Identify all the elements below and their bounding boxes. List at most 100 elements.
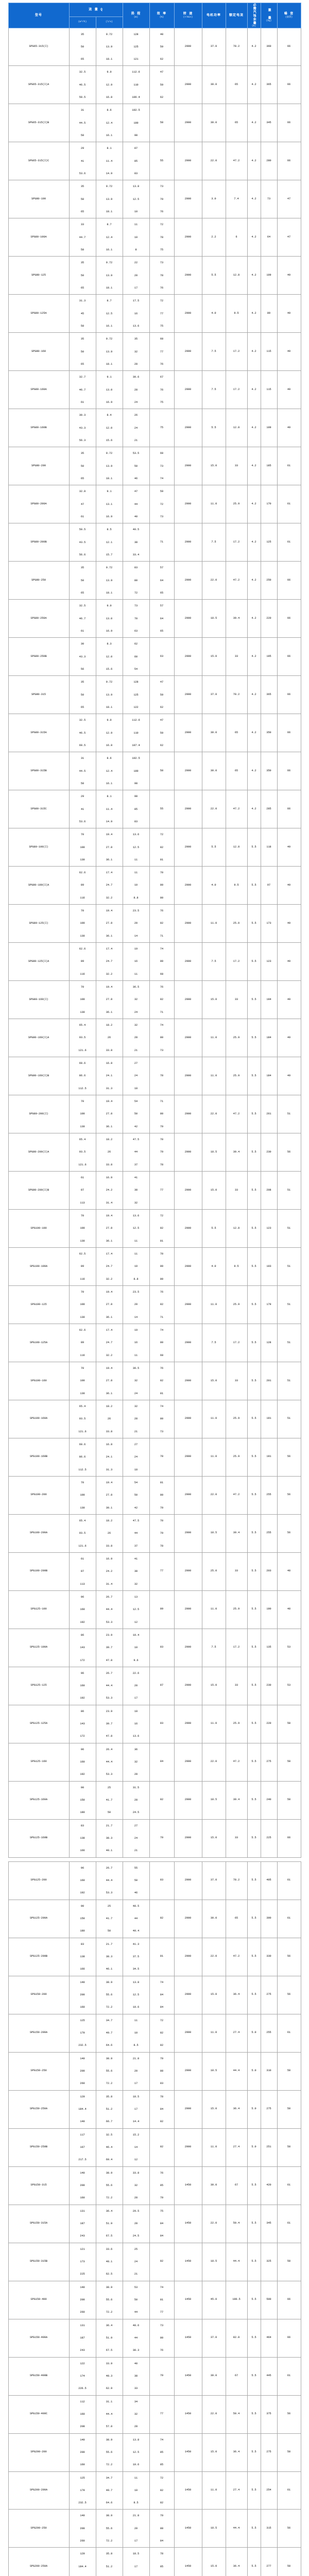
efficiency-line: 57 [160, 604, 164, 608]
table-row[interactable]: SPG100-200B 61 87 113 16.9 24.2 31.4 41 38 32 77 29… [8, 1552, 301, 1591]
efficiency-line: 82 [160, 998, 164, 1002]
cell-flow-ls: 19.4 27.8 36.1 [95, 1285, 123, 1324]
cell-speed: 2900 [174, 1133, 202, 1172]
table-row[interactable]: SPG100-125A 62.6 89 116 17.4 24.7 32.2 19 16 11 74… [8, 1323, 301, 1362]
table-row[interactable]: SPG80-160A 32.7 46.7 61 9.1 13.0 16.9 30.6 28 24 6… [8, 370, 301, 410]
table-row[interactable]: SPG125-100 96 160 192 26.7 44.4 53.3 13 12.5 12 89… [8, 1590, 301, 1629]
table-row[interactable]: SPG150-200A 125 179 232.5 34.7 49.7 64.6 11 10 8.… [8, 2013, 301, 2053]
table-row[interactable]: SPG200-250A129184.424035.851.266.718.517… [8, 2547, 301, 2576]
flow-ls-line: 38.9 [106, 2057, 113, 2060]
table-row[interactable]: SPG80-100(I)A 62.6 89 116 17.4 24.7 32.2 11 10 8.… [8, 866, 301, 905]
table-row[interactable]: SPG80-315B 31 44.5 58 8.6 12.4 16.1 102.5 100 98 5… [8, 752, 301, 791]
table-row[interactable]: SPG80-200A 32.8 47 61 9.1 13.1 16.9 47 44 40 59 72 7… [8, 485, 301, 524]
table-row[interactable]: SPG80-125A 31.3 45 58 8.7 12.5 16.1 17.5 16 13.6 7… [8, 294, 301, 333]
table-row[interactable]: SPG80-250 35 50 65 9.72 13.9 18.1 83 80 72 57 64 65 2… [8, 561, 301, 600]
table-row[interactable]: SPG125-125A 86 143 172 23.9 39.7 47.8 18 16 13.6 8… [8, 1704, 301, 1743]
table-row[interactable]: SPG80-160B 30.3 43.3 56.3 8.4 12.0 15.6 26 24 21 7… [8, 409, 301, 448]
table-row[interactable]: SPG125-160B 83 138 166 21.7 38.3 40.1 27 24 21 79 2… [8, 1819, 301, 1858]
cell-efficiency: 67 76 75 [149, 370, 175, 410]
table-row[interactable]: SPG100-160B 60.6 86.6 112.5 16.8 24.1 31.3 27 24… [8, 1437, 301, 1477]
table-row[interactable]: SPG80-200B 50.5 43.5 56.6 8.5 12.1 15.7 40.5 38 3… [8, 523, 301, 562]
table-row[interactable]: SPG200-250 140 200 260 38.9 55.6 72.2 21.8 20 17 7… [8, 2509, 301, 2548]
table-row[interactable]: SPG80-160(I)B 60.6 86.6 112.5 16.8 24.1 31.3 27… [8, 1057, 301, 1096]
table-row[interactable]: SPG80-100 35 50 65 9.72 13.9 18.1 13.8 12.5 10 73 7… [8, 180, 301, 219]
table-row[interactable]: SPG100-100 70 100 130 19.4 27.8 36.1 13.6 12.5 11… [8, 1209, 301, 1248]
table-row[interactable]: SPG80-100(I) 70 100 130 19.4 27.8 36.1 13.6 12.5… [8, 828, 301, 867]
flow-ls-line: 39.7 [106, 1646, 113, 1650]
table-row[interactable]: SPG200-200 140 200 160 38.9 55.6 72.2 13.8 12.5 1… [8, 2433, 301, 2472]
cell-flow-m3h: 62.6 89 116 [68, 1323, 96, 1362]
table-row[interactable]: SPG80-160 35 50 65 9.72 13.9 18.1 35 32 28 68 77 76 2… [8, 332, 301, 371]
table-row[interactable]: SPG100-200A 65.4 93.5 121.6 18.2 26 33.8 47.5 44… [8, 1514, 301, 1553]
table-row[interactable]: SPG125-160A 90 150 180 25 41.7 50 31.5 28 24.5 82 2… [8, 1781, 301, 1820]
efficiency-line: 64 [160, 617, 164, 620]
flow-ls-line: 49.7 [106, 2031, 113, 2035]
flow-m3h-line: 260 [80, 2539, 85, 2543]
table-row[interactable]: SPG80-250A 32.5 46.7 61 9.0 13.0 16.9 73 70 63 57 6… [8, 599, 301, 638]
table-row[interactable]: SPG80-315C 29 41 53.6 8.1 11.4 14.9 98 85 83 55 290… [8, 790, 301, 829]
efficiency-line: 68 [160, 972, 164, 976]
flow-m3h-line: 174 [80, 2374, 85, 2378]
table-row[interactable]: SPG125-200 96 160 192 26.7 44.4 53.3 55 50 46 83 29… [8, 1861, 301, 1900]
efficiency-value: 82 [160, 1798, 164, 1802]
cell-efficiency: 74 81 77 [149, 2280, 175, 2319]
table-row[interactable]: SPG80-250B 30 43.3 56 8.3 12.0 15.6 62 60 54 63 290… [8, 637, 301, 676]
table-row[interactable]: SPG80-125(I)A 62.6 89 116 17.4 24.7 32.2 19 16 11… [8, 942, 301, 981]
table-row[interactable]: SPG150-400 140 200 260 38.9 55.6 72.2 53 50 44 74 8… [8, 2280, 301, 2319]
table-row[interactable]: SPG100-160A 65.4 93.5 121.6 18.2 26 33.8 32 28 21… [8, 1399, 301, 1438]
cell-rated-current: 6 [225, 218, 248, 257]
efficiency-line: 76 [160, 286, 164, 290]
table-row[interactable]: SPG80-100A 33 44.7 58 8.7 12.4 16.1 11 10 8 72 78 75… [8, 218, 301, 257]
flow-ls-line: 38.9 [106, 2285, 113, 2289]
table-row[interactable]: SPG125-125 96 160 192 26.7 44.4 53.3 22.6 20 17 87… [8, 1666, 301, 1705]
table-row[interactable]: SPG200-200A 125 179 232.5 34.7 49.7 64.6 11 10 8.… [8, 2471, 301, 2510]
table-row[interactable]: SPG65-315(I)B 31 44.5 58 8.6 12.4 16.1 102.5 100… [8, 104, 301, 143]
table-row[interactable]: SPG150-315 140 200 160 38.9 55.6 72.2 33.8 32 28 7… [8, 2166, 301, 2205]
flow-ls-line: 31.1 [106, 2400, 113, 2403]
table-row[interactable]: SPG100-160 70 100 130 19.4 27.8 36.1 30.5 32 24 76… [8, 1361, 301, 1400]
cell-flow-m3h: 140 200 260 [68, 2052, 96, 2091]
table-row[interactable]: SPG150-250 140 200 260 38.9 55.6 72.2 21.8 20 17 7… [8, 2052, 301, 2091]
table-row[interactable]: SPG125-200B 83 138 166 21.7 38.3 46.1 41.3 37.5 3… [8, 1937, 301, 1976]
table-row[interactable]: SPG80-160(I)A 65.4 93.5 121.6 18.2 26 33.8 32 28… [8, 1019, 301, 1058]
table-row[interactable]: SPG125-160 96 160 192 26.4 44.4 53.3 36 32 28 84 29… [8, 1742, 301, 1782]
flow-ls-line: 19.4 [106, 1481, 113, 1484]
table-row[interactable]: SPG125-100A 86 143 172 23.9 39.7 47.8 10.4 10 9.6… [8, 1628, 301, 1667]
table-row[interactable]: SPG150-250A 129 184.4 140 35.8 51.2 66.7 18.5 17… [8, 2090, 301, 2129]
cell-weight: 365 [260, 675, 278, 715]
table-row[interactable]: SPG150-315B 121 173 225 33.6 48.1 62.5 25 24 21 82… [8, 2242, 301, 2281]
cell-weight: 254 [260, 2471, 278, 2510]
cell-speed: 2900 [174, 294, 202, 333]
table-row[interactable]: SPG150-400C 112 160 208 31.1 44.4 57.8 34 32 28 77… [8, 2395, 301, 2434]
table-row[interactable]: SPG150-200 140 200 160 38.9 55.6 72.2 13.8 12.5 1… [8, 1975, 301, 2014]
table-row[interactable]: SPG80-315 35 50 65 9.72 13.9 18.1 128 125 122 47 59… [8, 675, 301, 715]
table-row[interactable]: SPG100-125 70 100 130 19.4 27.8 36.1 23.5 20 14 76… [8, 1285, 301, 1324]
flow-ls-line: 44.4 [106, 2412, 113, 2416]
cell-head: 26 24 21 [122, 409, 150, 448]
cell-speed: 2900 [174, 1323, 202, 1362]
table-row[interactable]: SPG80-315A 32.5 46.5 60.5 9.0 12.9 16.8 112.6 11… [8, 714, 301, 753]
cell-head: 30.5 32 24 [122, 1361, 150, 1400]
table-row[interactable]: SPG80-200 35 50 65 9.72 13.9 18.1 53.5 50 46 60 73 7… [8, 447, 301, 486]
table-row[interactable]: SPG125-200A 90 150 180 25 41.7 50 48.5 44 40.4 82 2… [8, 1899, 301, 1938]
table-row[interactable]: SPG150-315A 131 187 243 36.4 51.9 67.5 29.5 28 24… [8, 2204, 301, 2243]
cell-flow-m3h: 65.4 93.5 121.6 [68, 1514, 96, 1553]
table-row[interactable]: SPG80-160(I) 70 100 130 19.4 27.8 36.1 36.5 32 24… [8, 980, 301, 1020]
table-row[interactable]: SPG100-100A 62.5 89 116 17.4 24.7 32.2 11 10 8.8 7… [8, 1247, 301, 1286]
table-row[interactable]: SPG65-315(I)A 32.5 46.5 50.5 9.0 12.9 16.8 112.… [8, 65, 301, 105]
table-row[interactable]: SPG100-200 70 100 130 19.4 27.8 30.1 54 50 42 81 80… [8, 1476, 301, 1515]
table-row[interactable]: SPG150-400B 122 174 226.5 33.9 48.3 62.9 40 38 33… [8, 2357, 301, 2396]
cell-flow-m3h: 29 41 53.6 [68, 790, 96, 829]
head-line: 85 [134, 807, 138, 811]
table-row[interactable]: SPG150-400A 131 187 243 36.4 51.9 67.5 48.6 44 38… [8, 2318, 301, 2358]
cell-model: SPG80-250 [8, 561, 70, 600]
table-row[interactable]: SPG80-200(I) 70 100 130 19.4 27.8 36.1 54 50 42 71… [8, 1095, 301, 1134]
head-line: 24 [134, 1455, 138, 1459]
table-row[interactable]: SPG65-315(I)C 29 41 53.6 8.1 11.4 14.9 87 85 83 55… [8, 142, 301, 181]
table-row[interactable]: SPG80-200(I)B 61 87 113 16.9 24.2 31.4 41 38 32 77… [8, 1171, 301, 1210]
table-row[interactable]: SPG80-125(I) 70 100 130 19.4 27.8 36.1 23.5 20 14… [8, 904, 301, 943]
table-row[interactable]: SPG65-315(I) 35 50 65 9.72 13.9 18.1 128 125 121 4… [8, 27, 301, 66]
table-row[interactable]: SPG150-250B 117 167 217.5 32.5 46.4 60.4 15.2 14… [8, 2128, 301, 2167]
table-row[interactable]: SPG80-200(I)A 65.4 93.5 121.6 18.2 26 33.8 47.5… [8, 1133, 301, 1172]
table-row[interactable]: SPG80-125 35 50 65 9.72 13.9 18.1 22 20 17 73 78 76 2… [8, 256, 301, 295]
